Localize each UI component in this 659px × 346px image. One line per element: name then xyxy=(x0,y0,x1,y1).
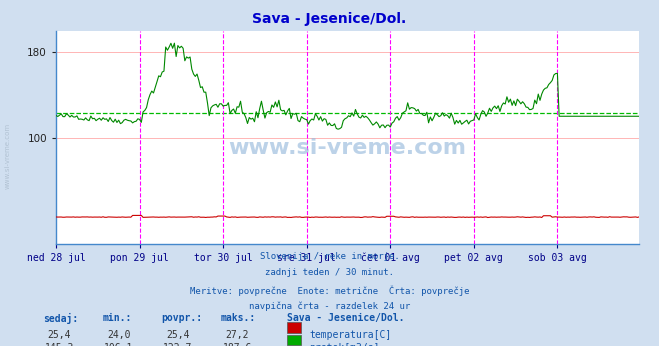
Text: 25,4: 25,4 xyxy=(47,330,71,340)
Text: Sava - Jesenice/Dol.: Sava - Jesenice/Dol. xyxy=(287,313,404,323)
Text: pretok[m3/s]: pretok[m3/s] xyxy=(309,343,380,346)
Text: 145,3: 145,3 xyxy=(45,343,74,346)
Text: www.si-vreme.com: www.si-vreme.com xyxy=(5,122,11,189)
Text: Slovenija / reke in morje.: Slovenija / reke in morje. xyxy=(260,252,399,261)
Text: 122,7: 122,7 xyxy=(163,343,192,346)
Text: navpična črta - razdelek 24 ur: navpična črta - razdelek 24 ur xyxy=(249,302,410,311)
Text: zadnji teden / 30 minut.: zadnji teden / 30 minut. xyxy=(265,268,394,277)
Text: www.si-vreme.com: www.si-vreme.com xyxy=(229,138,467,158)
Text: 24,0: 24,0 xyxy=(107,330,130,340)
Text: 106,1: 106,1 xyxy=(104,343,133,346)
Text: 187,6: 187,6 xyxy=(223,343,252,346)
Text: min.:: min.: xyxy=(102,313,132,323)
Text: Sava - Jesenice/Dol.: Sava - Jesenice/Dol. xyxy=(252,12,407,26)
Text: povpr.:: povpr.: xyxy=(161,313,202,323)
Text: 25,4: 25,4 xyxy=(166,330,190,340)
Text: temperatura[C]: temperatura[C] xyxy=(309,330,391,340)
Text: 27,2: 27,2 xyxy=(225,330,249,340)
Text: Meritve: povprečne  Enote: metrične  Črta: povprečje: Meritve: povprečne Enote: metrične Črta:… xyxy=(190,285,469,295)
Text: sedaj:: sedaj: xyxy=(43,313,78,324)
Text: maks.:: maks.: xyxy=(221,313,256,323)
